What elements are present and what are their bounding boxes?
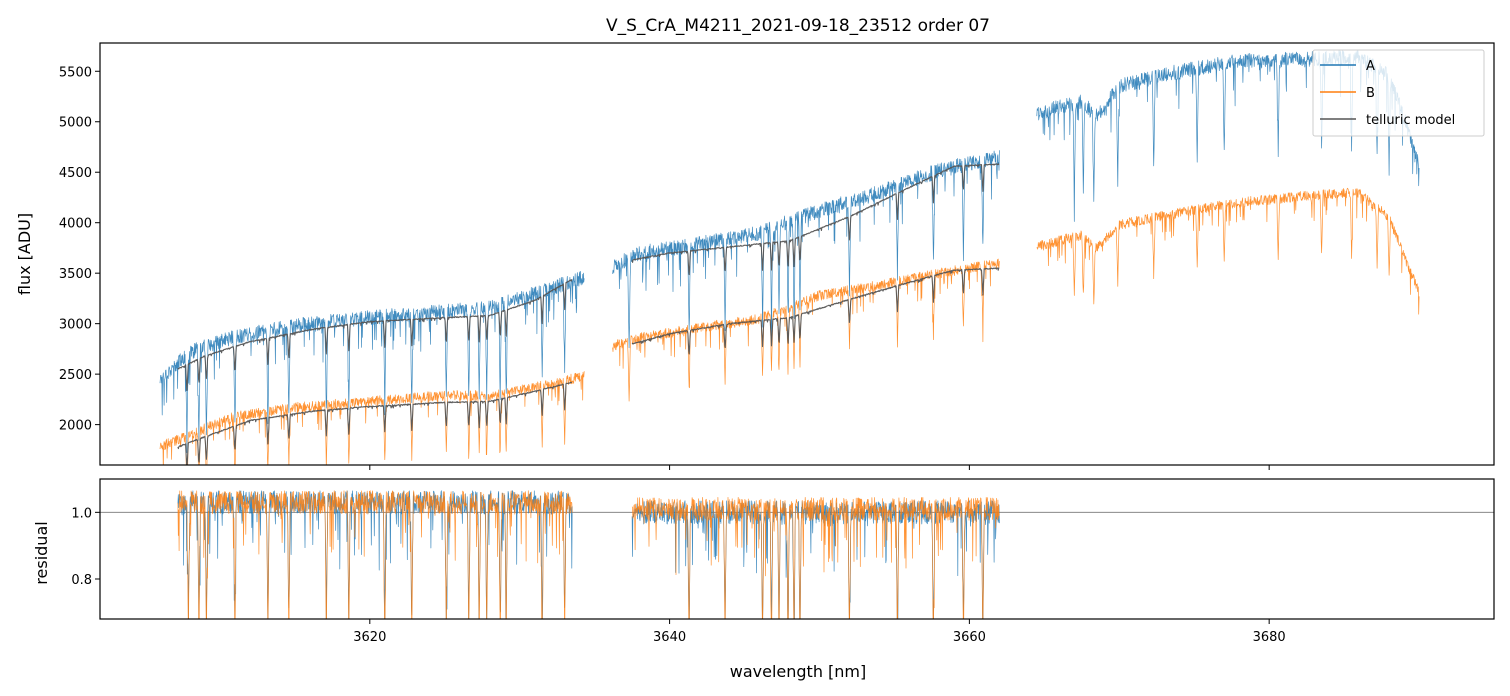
bottom-axes-frame [99,478,1495,620]
telluric-model-segment-3 [631,267,1000,355]
residual-series-b-segment-0 [177,490,573,619]
legend-label-telluric: telluric model [1366,113,1455,128]
series-a-segment-1 [612,150,1000,349]
legend-label-a: A [1366,59,1375,74]
residual-series-b-segment-1 [631,496,1000,619]
top-panel: 2000 2500 3000 3500 4000 4500 5000 5500 flux [A… [15,42,1495,470]
series-b-segment-2 [1036,187,1420,315]
bottom-xtick-label: 3660 [953,630,986,645]
x-axis-label: wavelength [nm] [730,662,867,681]
telluric-model-segment-1 [631,163,1000,276]
legend-label-b: B [1366,86,1375,101]
top-ytick-label: 3500 [59,267,92,282]
series-b-segment-1 [612,258,1000,402]
residual-series-a-segment-1 [631,500,1000,619]
top-y-axis-label: flux [ADU] [15,213,34,295]
top-ytick-label: 5000 [59,116,92,131]
bottom-xtick-label: 3620 [353,630,386,645]
chart-title: V_S_CrA_M4211_2021-09-18_23512 order 07 [606,16,990,36]
series-a-segment-0 [159,271,585,454]
top-ytick-label: 4500 [59,166,92,181]
top-axes-frame [99,42,1495,466]
bottom-y-axis-label: residual [32,521,51,584]
residual-series-a-segment-0 [177,490,573,619]
bottom-panel: 0.8 1.0 3620 3640 3660 3680 residual wavelen… [32,478,1495,681]
top-ytick-label: 3000 [59,318,92,333]
bottom-xtick-label: 3640 [653,630,686,645]
top-ytick-label: 2000 [59,419,92,434]
top-ytick-label: 2500 [59,368,92,383]
top-ytick-label: 4000 [59,217,92,232]
telluric-model-segment-0 [177,279,573,392]
telluric-model-segment-2 [177,381,572,465]
legend: A B telluric model [1312,49,1485,137]
bottom-ytick-label: 1.0 [71,506,92,521]
legend-frame [1312,49,1485,137]
series-b-segment-0 [159,371,585,465]
bottom-ytick-label: 0.8 [71,573,92,588]
top-ytick-label: 5500 [59,65,92,80]
bottom-xtick-label: 3680 [1253,630,1286,645]
